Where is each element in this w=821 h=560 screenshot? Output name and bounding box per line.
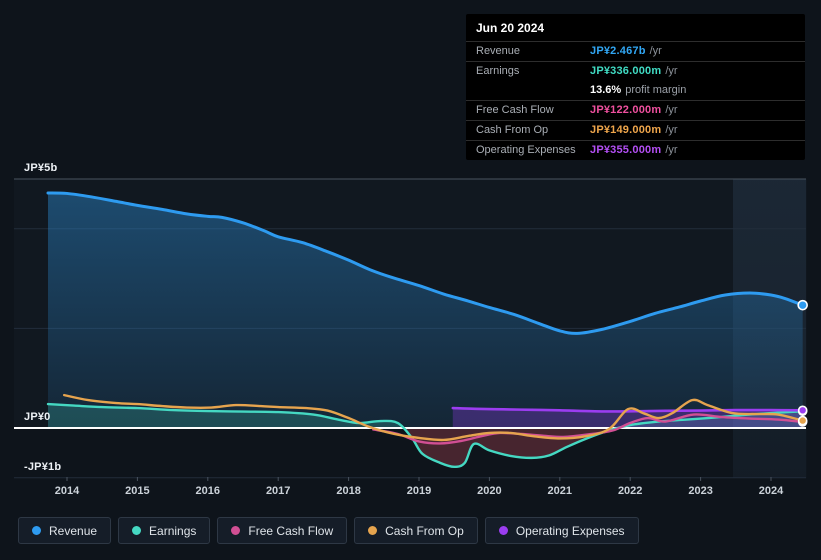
tooltip-value: JP¥122.000m <box>590 104 662 116</box>
series-area-opex <box>452 408 803 428</box>
legend-dot-revenue <box>32 526 41 535</box>
x-axis-label-2015: 2015 <box>125 485 150 497</box>
tooltip-value-suffix: /yr <box>665 124 678 136</box>
tooltip-row-cash-from-op: Cash From Op JP¥149.000m/yr <box>466 121 805 141</box>
series-line-revenue[interactable] <box>46 191 805 335</box>
y-axis-label-1: JP¥0 <box>24 411 51 423</box>
legend-item-cfo[interactable]: Cash From Op <box>354 517 478 544</box>
series-line-cfo[interactable] <box>62 393 804 442</box>
x-axis-label-2023: 2023 <box>688 485 713 497</box>
legend-label-cfo: Cash From Op <box>385 523 464 538</box>
legend-label-earnings: Earnings <box>149 523 197 538</box>
x-axis-label-2016: 2016 <box>195 485 221 497</box>
x-axis-label-2020: 2020 <box>477 485 502 497</box>
tooltip-row-free-cash-flow: Free Cash Flow JP¥122.000m/yr <box>466 101 805 121</box>
tooltip-label: Operating Expenses <box>476 144 576 156</box>
series-line-fcf[interactable] <box>372 413 804 445</box>
legend-dot-fcf <box>231 526 241 535</box>
series-area-revenue <box>47 192 803 428</box>
x-axis-label-2018: 2018 <box>336 485 361 497</box>
legend-label-fcf: Free Cash Flow <box>248 523 334 538</box>
legend-dot-cfo <box>368 526 378 535</box>
legend-label-revenue: Revenue <box>49 523 98 538</box>
legend-label-opex: Operating Expenses <box>515 523 625 538</box>
tooltip-value-suffix: /yr <box>665 144 678 156</box>
x-axis-label-2014: 2014 <box>54 485 80 497</box>
series-line-opex[interactable] <box>451 406 804 413</box>
series-area-earnings-positive <box>47 404 803 428</box>
tooltip-label: Revenue <box>476 45 521 57</box>
tooltip-date: Jun 20 2024 <box>466 14 805 42</box>
y-axis-label-2: -JP¥1b <box>24 460 62 473</box>
tooltip-value-suffix: /yr <box>665 65 678 77</box>
x-axis-label-2021: 2021 <box>547 485 573 497</box>
end-marker-revenue[interactable] <box>797 299 808 311</box>
y-axis-label-0: JP¥5b <box>24 162 58 174</box>
tooltip-row-earnings: Earnings JP¥336.000m/yr 13.6% profit margin <box>466 62 805 101</box>
tooltip-label: Earnings <box>476 65 520 77</box>
tooltip-value: JP¥355.000m <box>590 144 662 156</box>
tooltip-label: Cash From Op <box>476 124 549 136</box>
tooltip-row-operating-expenses: Operating Expenses JP¥355.000m/yr <box>466 141 805 160</box>
x-axis-label-2022: 2022 <box>617 485 643 497</box>
legend-item-opex[interactable]: Operating Expenses <box>484 517 639 544</box>
end-marker-cfo[interactable] <box>797 415 808 426</box>
legend: Revenue Earnings Free Cash Flow Cash From O… <box>18 517 639 544</box>
legend-item-fcf[interactable]: Free Cash Flow <box>217 517 348 544</box>
chart-tooltip: Jun 20 2024 Revenue JP¥2.467b/yr Earnings J… <box>466 14 805 160</box>
legend-item-revenue[interactable]: Revenue <box>18 517 112 544</box>
tooltip-profit-margin-text: profit margin <box>625 84 687 96</box>
tooltip-label: Free Cash Flow <box>476 104 554 116</box>
tooltip-profit-margin-value: 13.6% <box>590 84 622 96</box>
tooltip-value-suffix: /yr <box>649 45 662 57</box>
tooltip-rows: Revenue JP¥2.467b/yr Earnings JP¥336.000m/y… <box>466 42 805 160</box>
tooltip-value-suffix: /yr <box>665 104 678 116</box>
legend-item-earnings[interactable]: Earnings <box>118 517 211 544</box>
x-axis-label-2024: 2024 <box>758 485 784 497</box>
tooltip-value: JP¥149.000m <box>590 124 662 136</box>
x-axis-label-2017: 2017 <box>265 485 291 497</box>
tooltip-value: JP¥2.467b <box>590 45 646 57</box>
series-area-earnings-negative <box>47 428 803 467</box>
tooltip-row-revenue: Revenue JP¥2.467b/yr <box>466 42 805 62</box>
x-axis-label-2019: 2019 <box>406 485 432 497</box>
legend-dot-earnings <box>132 526 142 535</box>
legend-dot-opex <box>498 526 508 535</box>
end-marker-opex[interactable] <box>797 405 808 416</box>
series-line-earnings[interactable] <box>46 402 804 469</box>
tooltip-value: JP¥336.000m <box>590 65 662 77</box>
